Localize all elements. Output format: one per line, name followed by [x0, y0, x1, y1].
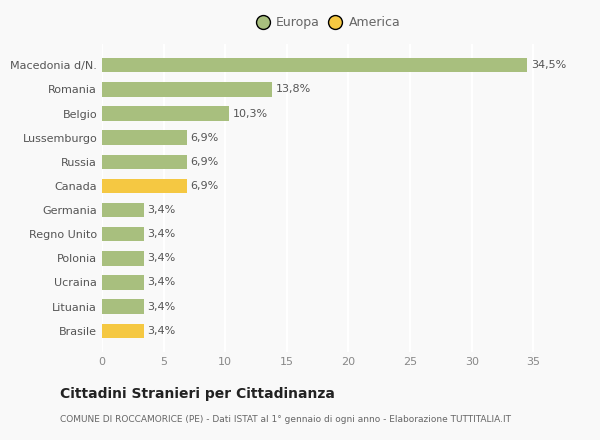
- Text: Cittadini Stranieri per Cittadinanza: Cittadini Stranieri per Cittadinanza: [60, 387, 335, 401]
- Bar: [102, 203, 144, 217]
- Text: 3,4%: 3,4%: [148, 326, 176, 336]
- Bar: [102, 179, 187, 193]
- Bar: [102, 323, 144, 338]
- Text: 6,9%: 6,9%: [191, 181, 219, 191]
- Text: 3,4%: 3,4%: [148, 302, 176, 312]
- Bar: [102, 154, 187, 169]
- Text: 3,4%: 3,4%: [148, 205, 176, 215]
- Text: 13,8%: 13,8%: [276, 84, 311, 94]
- Bar: [102, 299, 144, 314]
- Text: 6,9%: 6,9%: [191, 132, 219, 143]
- Bar: [102, 130, 187, 145]
- Text: 10,3%: 10,3%: [233, 109, 268, 118]
- Bar: [102, 251, 144, 266]
- Text: 34,5%: 34,5%: [531, 60, 566, 70]
- Bar: [102, 58, 527, 73]
- Bar: [102, 275, 144, 290]
- Text: 6,9%: 6,9%: [191, 157, 219, 167]
- Text: COMUNE DI ROCCAMORICE (PE) - Dati ISTAT al 1° gennaio di ogni anno - Elaborazion: COMUNE DI ROCCAMORICE (PE) - Dati ISTAT …: [60, 415, 511, 425]
- Text: 3,4%: 3,4%: [148, 253, 176, 264]
- Bar: [102, 82, 272, 97]
- Bar: [102, 227, 144, 242]
- Text: 3,4%: 3,4%: [148, 278, 176, 287]
- Bar: [102, 106, 229, 121]
- Legend: Europa, America: Europa, America: [253, 10, 407, 36]
- Text: 3,4%: 3,4%: [148, 229, 176, 239]
